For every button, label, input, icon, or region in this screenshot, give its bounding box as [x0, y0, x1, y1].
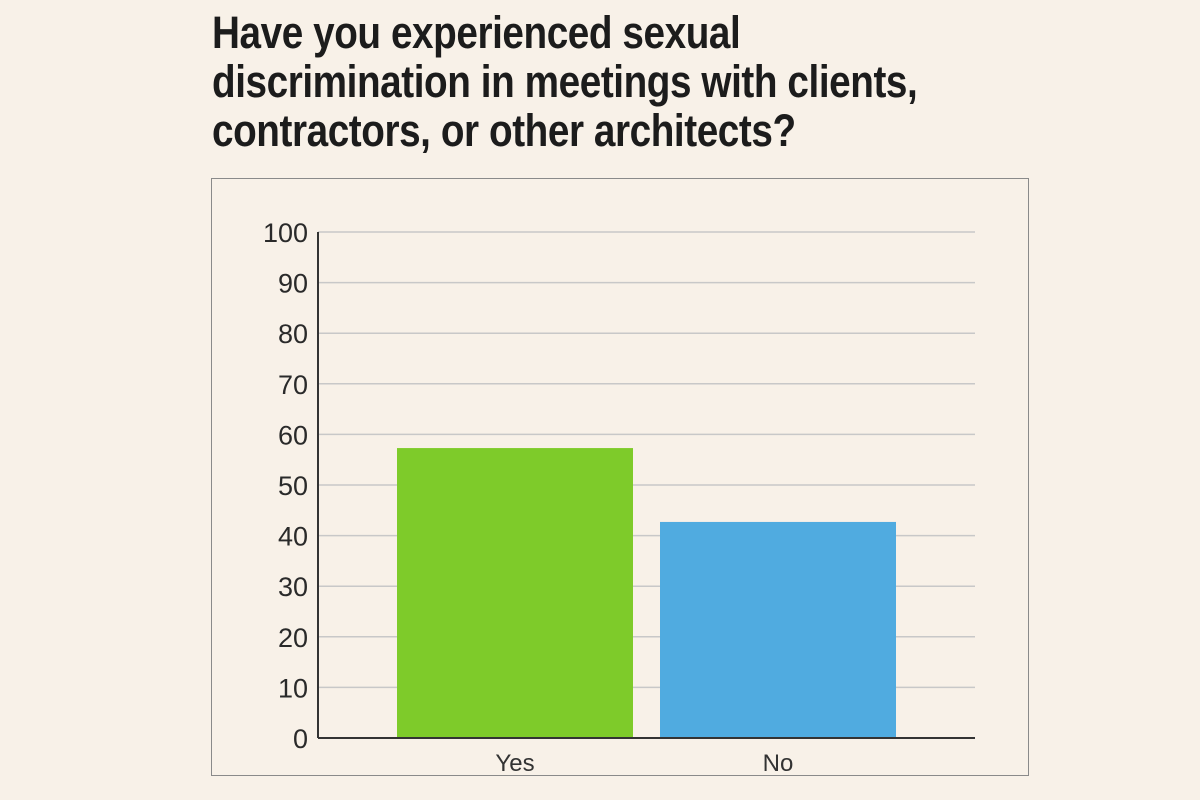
y-tick-label: 60 — [278, 420, 308, 450]
bar-no — [660, 521, 896, 738]
y-tick-label: 40 — [278, 522, 308, 552]
x-tick-label: Yes — [495, 750, 534, 777]
x-tick-label: No — [763, 750, 794, 777]
y-tick-label: 10 — [278, 673, 308, 703]
bar-yes — [397, 448, 633, 738]
y-tick-label: 90 — [278, 269, 308, 299]
y-tick-label: 80 — [278, 319, 308, 349]
chart-title: Have you experienced sexual discriminati… — [212, 7, 918, 156]
y-tick-label: 50 — [278, 471, 308, 501]
y-tick-label: 0 — [293, 724, 308, 754]
y-tick-label: 100 — [263, 218, 308, 248]
y-tick-label: 30 — [278, 572, 308, 602]
y-tick-label: 70 — [278, 370, 308, 400]
y-tick-label: 20 — [278, 623, 308, 653]
